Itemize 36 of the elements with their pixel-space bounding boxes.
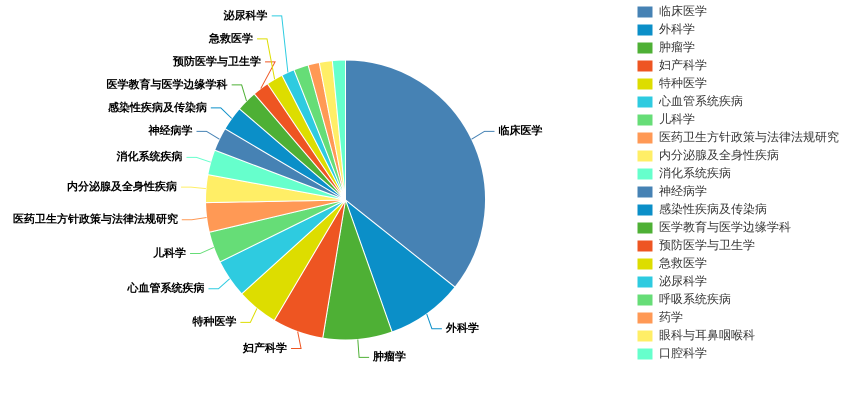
legend-label: 特种医学: [659, 76, 707, 90]
slice-label: 心血管系统疾病: [126, 282, 204, 295]
slice-label: 感染性疾病及传染病: [106, 100, 207, 114]
slice-label: 医药卫生方针政策与法律法规研究: [12, 212, 178, 226]
slice-label: 神经病学: [148, 124, 193, 138]
legend-label: 医学教育与医学边缘学科: [659, 220, 791, 234]
legend-label: 外科学: [659, 22, 695, 36]
slice-label: 肿瘤学: [372, 350, 406, 364]
legend-label: 内分泌腺及全身性疾病: [659, 148, 779, 162]
legend-label: 感染性疾病及传染病: [659, 202, 767, 216]
legend-label: 预防医学与卫生学: [659, 238, 755, 252]
legend-label: 儿科学: [659, 112, 695, 126]
legend-label: 药学: [659, 310, 683, 324]
slice-label: 内分泌腺及全身性疾病: [67, 180, 178, 193]
slice-label: 外科学: [444, 322, 479, 335]
legend-label: 临床医学: [659, 4, 707, 18]
legend-label: 神经病学: [659, 184, 707, 198]
legend-label: 医药卫生方针政策与法律法规研究: [659, 130, 839, 144]
slice-label: 儿科学: [152, 246, 186, 260]
legend-label: 妇产科学: [659, 58, 707, 72]
slice-label: 预防医学与卫生学: [172, 54, 262, 68]
slice-label: 特种医学: [191, 315, 236, 328]
slice-label: 医学教育与医学边缘学科: [106, 78, 228, 91]
legend-label: 肿瘤学: [659, 40, 695, 54]
legend-label: 泌尿科学: [659, 274, 707, 288]
slice-label: 泌尿科学: [222, 8, 268, 22]
legend-label: 口腔科学: [659, 346, 707, 360]
slice-label: 妇产科学: [242, 341, 288, 354]
slice-label: 消化系统疾病: [115, 150, 182, 164]
legend-label: 心血管系统疾病: [658, 94, 743, 108]
slice-label: 急救医学: [208, 32, 254, 45]
legend-label: 眼科与耳鼻咽喉科: [659, 328, 755, 342]
legend-label: 消化系统疾病: [659, 166, 731, 180]
legend-label: 呼吸系统疾病: [659, 292, 731, 306]
legend-label: 急救医学: [658, 256, 707, 270]
slice-label: 临床医学: [498, 124, 542, 138]
